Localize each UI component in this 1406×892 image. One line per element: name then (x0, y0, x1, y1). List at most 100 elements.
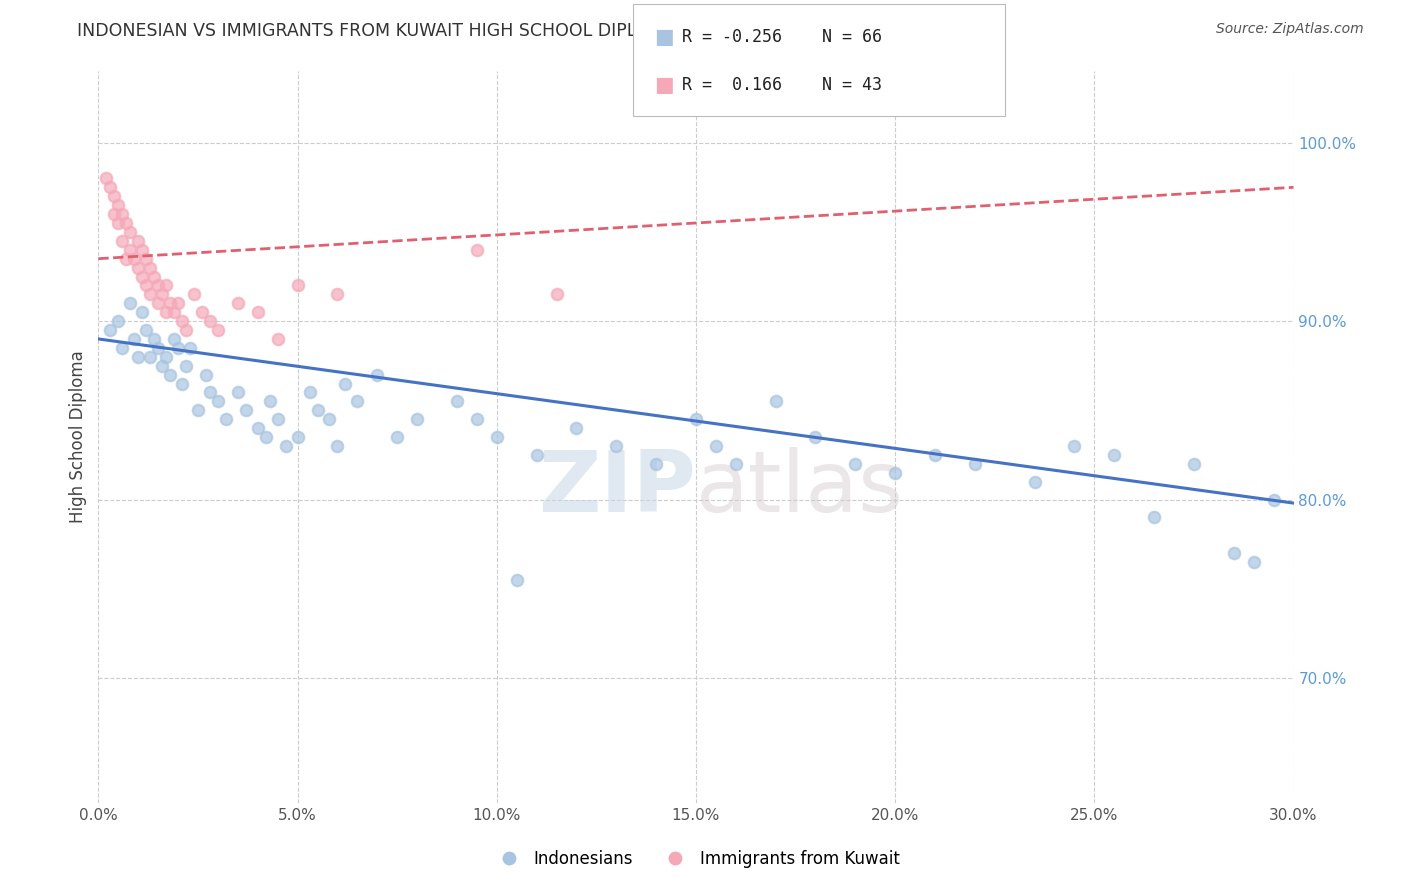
Point (226, 296, 249, 310)
Point (207, 323, 229, 337)
Point (1263, 492, 1285, 507)
Point (111, 341, 134, 355)
Point (485, 430, 508, 444)
Point (179, 341, 201, 355)
Point (131, 243, 153, 257)
Point (924, 448, 946, 462)
Text: R = -0.256    N = 66: R = -0.256 N = 66 (682, 29, 882, 46)
Point (366, 368, 388, 382)
Point (103, 207, 125, 221)
Point (1182, 457, 1205, 471)
Point (298, 385, 321, 400)
Point (120, 296, 142, 310)
Point (346, 394, 368, 409)
Point (131, 305, 153, 319)
Point (98, 323, 122, 337)
Point (115, 252, 138, 266)
Point (685, 412, 707, 426)
Point (150, 359, 173, 373)
Point (1143, 510, 1166, 524)
Point (246, 305, 269, 319)
Point (724, 457, 747, 471)
Point (167, 341, 190, 355)
Point (465, 412, 488, 426)
Point (526, 448, 548, 462)
Point (139, 287, 162, 301)
Point (804, 430, 827, 444)
Point (198, 385, 221, 400)
Point (103, 189, 125, 203)
Point (274, 439, 297, 453)
Point (163, 332, 186, 346)
Point (506, 573, 529, 587)
Point (1024, 475, 1046, 489)
Point (195, 368, 218, 382)
Point (139, 350, 162, 364)
Point (1063, 439, 1085, 453)
Point (155, 278, 177, 293)
Point (844, 457, 866, 471)
Point (172, 376, 194, 391)
Point (135, 252, 157, 266)
Legend: Indonesians, Immigrants from Kuwait: Indonesians, Immigrants from Kuwait (485, 844, 907, 875)
Point (135, 323, 157, 337)
Point (307, 403, 329, 417)
Point (704, 439, 727, 453)
Point (98, 180, 122, 194)
Point (120, 225, 142, 239)
Point (115, 216, 138, 230)
Point (183, 287, 205, 301)
Point (235, 403, 257, 417)
Point (107, 216, 129, 230)
Point (267, 332, 290, 346)
Point (254, 430, 277, 444)
Point (259, 394, 281, 409)
Point (167, 296, 190, 310)
Point (96, 171, 118, 186)
Point (207, 394, 229, 409)
Point (127, 234, 149, 248)
Point (127, 350, 149, 364)
Point (546, 287, 568, 301)
Point (150, 287, 173, 301)
Point (446, 394, 468, 409)
Point (884, 466, 907, 480)
Point (765, 394, 787, 409)
Text: ■: ■ (654, 28, 673, 47)
Point (159, 368, 181, 382)
Point (127, 260, 149, 275)
Point (1104, 448, 1126, 462)
Point (198, 314, 221, 328)
Text: atlas: atlas (696, 447, 904, 530)
Point (111, 207, 134, 221)
Point (148, 296, 170, 310)
Point (155, 350, 177, 364)
Point (645, 457, 668, 471)
Point (267, 412, 290, 426)
Point (172, 314, 194, 328)
Point (326, 287, 349, 301)
Point (385, 430, 409, 444)
Text: INDONESIAN VS IMMIGRANTS FROM KUWAIT HIGH SCHOOL DIPLOMA CORRELATION CHART: INDONESIAN VS IMMIGRANTS FROM KUWAIT HIG… (77, 22, 870, 40)
Point (287, 278, 309, 293)
Point (148, 341, 170, 355)
Point (143, 332, 166, 346)
Point (120, 243, 142, 257)
Point (107, 198, 129, 212)
Text: Source: ZipAtlas.com: Source: ZipAtlas.com (1216, 22, 1364, 37)
Point (565, 421, 588, 435)
Point (139, 260, 162, 275)
Point (124, 252, 146, 266)
Point (335, 376, 357, 391)
Point (124, 332, 146, 346)
Point (135, 278, 157, 293)
Point (605, 439, 627, 453)
Point (215, 412, 238, 426)
Text: ■: ■ (654, 75, 673, 95)
Point (406, 412, 429, 426)
Point (1223, 546, 1246, 560)
Point (143, 269, 166, 284)
Point (148, 278, 170, 293)
Point (191, 305, 214, 319)
Y-axis label: High School Diploma: High School Diploma (69, 351, 87, 524)
